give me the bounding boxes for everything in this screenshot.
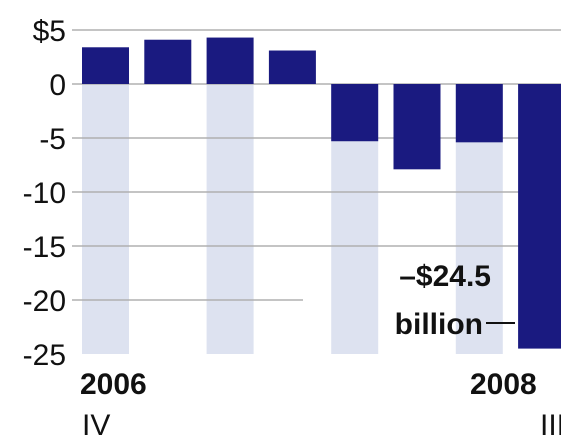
bar-2008-iii [518, 84, 561, 349]
annotation-unit: billion [395, 308, 483, 341]
x-label-quarter: III [540, 409, 561, 441]
annotation-value: –$24.5 [399, 260, 491, 293]
bar-2007-iv [331, 84, 379, 142]
bars [82, 37, 561, 349]
y-tick-label: $5 [33, 15, 66, 48]
bar-2008-i [393, 84, 441, 170]
annotation: –$24.5 billion [395, 260, 515, 341]
y-tick-label: -10 [23, 177, 66, 210]
bar-2006-iv [82, 47, 129, 84]
shaded-column [206, 84, 254, 354]
x-label-year: 2006 [80, 368, 147, 401]
shaded-column [82, 84, 129, 354]
bar-2007-ii [206, 37, 254, 84]
x-label-year: 2008 [470, 368, 537, 401]
bar-2007-i [144, 39, 192, 84]
y-tick-label: 0 [49, 69, 66, 102]
y-tick-label: -5 [39, 123, 66, 156]
y-axis-ticks: $5 0 -5 -10 -15 -20 -25 [23, 15, 66, 372]
x-label-quarter: IV [82, 409, 110, 441]
bar-2008-ii [455, 84, 503, 143]
y-tick-label: -15 [23, 231, 66, 264]
y-tick-label: -25 [23, 339, 66, 372]
y-tick-label: -20 [23, 285, 66, 318]
bar-2007-iii [268, 50, 316, 84]
